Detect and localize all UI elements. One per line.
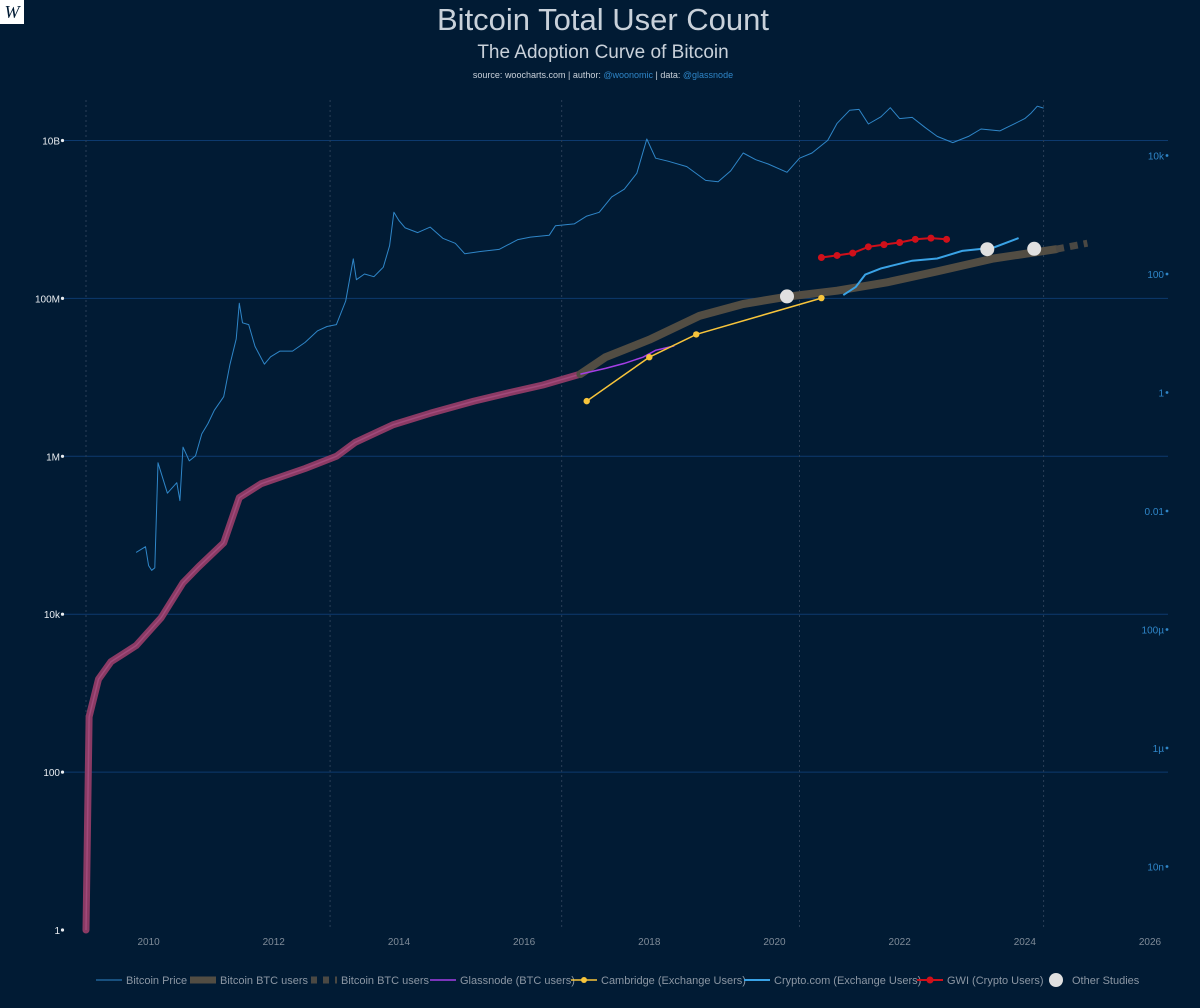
other-study-point xyxy=(779,289,794,304)
y-right-tick-dot xyxy=(1165,628,1169,631)
gwi-point xyxy=(864,243,872,251)
y-right-tick-dot xyxy=(1165,272,1169,276)
legend-swatch-cambridge-dot xyxy=(581,977,587,983)
y-left-tick-label: 1M xyxy=(46,452,60,463)
x-tick-label: 2024 xyxy=(1014,937,1037,948)
gwi-point xyxy=(880,241,888,249)
legend-swatch-other-studies xyxy=(1049,973,1063,987)
y-right-tick-label: 100µ xyxy=(1142,626,1165,637)
y-right-tick-label: 1 xyxy=(1158,389,1164,400)
x-tick-label: 2026 xyxy=(1139,937,1162,948)
legend-item[interactable]: Glassnode (BTC users) xyxy=(430,975,575,987)
author-link[interactable]: @woonomic xyxy=(603,70,653,80)
legend-item[interactable]: Bitcoin BTC users xyxy=(311,975,430,987)
y-axis-right: 10n 1µ 100µ 0.01 1 100 10k xyxy=(1142,152,1169,874)
gwi-point xyxy=(911,235,919,243)
chart-title: Bitcoin Total User Count xyxy=(437,2,769,37)
y-right-tick-label: 0.01 xyxy=(1145,507,1165,518)
legend-swatch-gwi-dot xyxy=(926,976,934,984)
legend-item[interactable]: Cambridge (Exchange Users) xyxy=(571,975,746,987)
logo-background xyxy=(0,0,24,24)
x-tick-label: 2022 xyxy=(889,937,912,948)
series-glassnode xyxy=(580,345,675,375)
author-label: | author: xyxy=(568,70,601,80)
legend-item[interactable]: GWI (Crypto Users) xyxy=(917,975,1044,987)
series-layer xyxy=(82,105,1089,934)
source-line: source: woocharts.com | author: @woonomi… xyxy=(473,70,733,80)
y-left-tick-label: 1 xyxy=(54,926,60,937)
legend-label: Cambridge (Exchange Users) xyxy=(601,975,746,987)
gwi-point xyxy=(833,251,841,259)
data-source-link[interactable]: @glassnode xyxy=(683,70,733,80)
source-site: woocharts.com xyxy=(504,70,566,80)
x-tick-label: 2016 xyxy=(513,937,536,948)
y-left-tick-label: 100M xyxy=(35,294,60,305)
y-left-tick-dot xyxy=(60,612,65,616)
source-label: source: xyxy=(473,70,503,80)
legend-label: Crypto.com (Exchange Users) xyxy=(774,975,921,987)
legend-label: GWI (Crypto Users) xyxy=(947,975,1044,987)
grid-lines xyxy=(63,140,1168,773)
x-tick-label: 2018 xyxy=(638,937,661,948)
woocharts-logo[interactable]: W xyxy=(0,0,24,24)
legend-label: Bitcoin BTC users xyxy=(341,975,430,987)
chart-subtitle: The Adoption Curve of Bitcoin xyxy=(477,42,728,63)
cambridge-point xyxy=(693,331,700,338)
y-right-tick-label: 10n xyxy=(1147,863,1164,874)
y-right-tick-dot xyxy=(1165,746,1169,750)
y-right-tick-dot xyxy=(1165,391,1169,394)
legend-label: Bitcoin Price xyxy=(126,975,187,987)
y-right-tick-dot xyxy=(1165,509,1169,513)
y-right-tick-dot xyxy=(1165,865,1169,868)
y-left-tick-dot xyxy=(60,296,65,300)
series-cambridge xyxy=(586,297,822,402)
gwi-point xyxy=(817,253,825,261)
y-left-tick-dot xyxy=(60,138,65,143)
gwi-point xyxy=(896,239,904,247)
legend-item[interactable]: Other Studies xyxy=(1049,973,1140,987)
x-tick-label: 2014 xyxy=(388,937,411,948)
y-left-tick-label: 10B xyxy=(42,137,60,148)
legend-item[interactable]: Crypto.com (Exchange Users) xyxy=(744,975,921,987)
legend-label: Glassnode (BTC users) xyxy=(460,975,575,987)
gwi-point xyxy=(927,234,935,242)
y-left-tick-dot xyxy=(60,928,65,932)
y-axis-left: 1 100 10k 1M 100M 10B xyxy=(35,137,65,937)
logo-mark: W xyxy=(5,2,22,22)
legend: Bitcoin Price Bitcoin BTC users Bitcoin BT… xyxy=(96,973,1140,987)
other-study-point xyxy=(980,242,995,257)
x-axis: 2010 2012 2014 2016 2018 2020 2022 2024 2026 xyxy=(137,937,1161,948)
series-bitcoin-price xyxy=(135,105,1044,571)
legend-item[interactable]: Bitcoin Price xyxy=(96,975,187,987)
other-study-point xyxy=(1027,241,1042,256)
x-tick-label: 2012 xyxy=(263,937,286,948)
cambridge-point xyxy=(646,353,653,361)
y-left-tick-dot xyxy=(60,770,65,774)
legend-label: Other Studies xyxy=(1072,975,1140,987)
gwi-point xyxy=(849,249,857,257)
data-label: | data: xyxy=(656,70,681,80)
x-tick-label: 2010 xyxy=(137,937,160,948)
legend-item[interactable]: Bitcoin BTC users xyxy=(190,975,309,987)
y-left-tick-label: 100 xyxy=(43,768,60,779)
legend-label: Bitcoin BTC users xyxy=(220,975,309,987)
y-right-tick-label: 1µ xyxy=(1153,744,1165,755)
series-bitcoin-btc-users-early-core xyxy=(85,373,581,931)
y-right-tick-label: 100 xyxy=(1147,270,1164,281)
cambridge-point xyxy=(818,294,825,302)
y-left-tick-dot xyxy=(60,454,65,458)
gwi-point xyxy=(943,235,951,243)
x-tick-label: 2020 xyxy=(763,937,786,948)
y-left-tick-label: 10k xyxy=(44,610,61,621)
cambridge-point xyxy=(583,397,590,405)
series-bitcoin-btc-users-projection xyxy=(1055,239,1089,253)
y-right-tick-label: 10k xyxy=(1148,152,1165,163)
y-right-tick-dot xyxy=(1165,154,1169,157)
